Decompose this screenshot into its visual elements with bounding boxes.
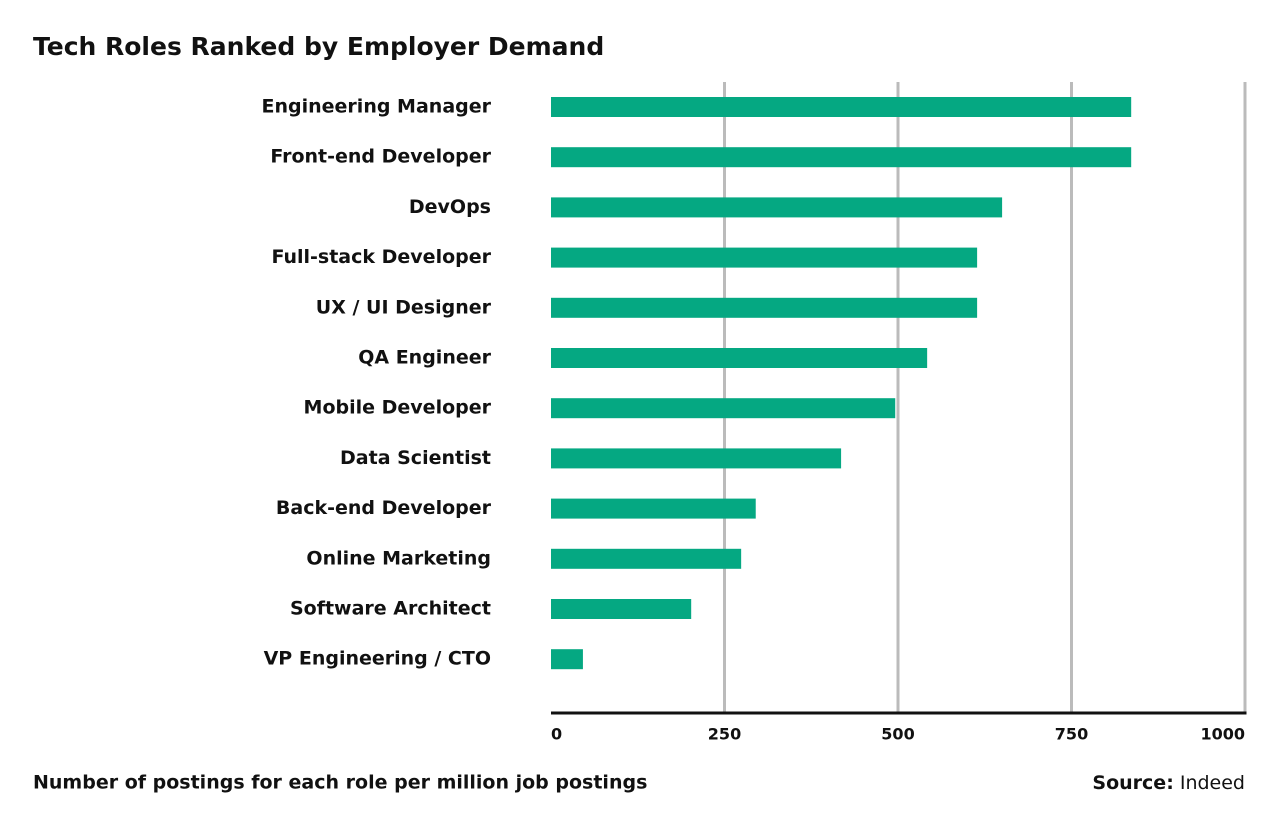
source-name: Indeed (1180, 772, 1245, 794)
x-tick-label: 250 (708, 725, 741, 744)
bar (551, 398, 896, 419)
source-label: Source: (1092, 772, 1173, 794)
y-tick-label: VP Engineering / CTO (264, 648, 491, 670)
bar (551, 147, 1132, 168)
bar (551, 649, 583, 670)
bar (551, 498, 756, 519)
y-tick-label: QA Engineer (358, 347, 491, 369)
bar (551, 97, 1132, 117)
y-tick-label: Mobile Developer (304, 397, 492, 419)
y-tick-label: DevOps (409, 196, 491, 218)
chart-title: Tech Roles Ranked by Employer Demand (33, 32, 604, 61)
y-tick-label: Data Scientist (340, 447, 491, 469)
bar (551, 348, 928, 368)
bar (551, 247, 978, 268)
x-tick-label: 1000 (1200, 725, 1245, 744)
x-tick-label: 0 (551, 725, 562, 744)
bar (551, 599, 692, 619)
bar (551, 197, 1003, 218)
bar (551, 448, 842, 469)
bar (551, 297, 978, 318)
y-tick-label: Full-stack Developer (271, 246, 491, 268)
y-tick-label: Software Architect (290, 598, 491, 620)
x-tick-label: 500 (881, 725, 914, 744)
y-tick-label: Front-end Developer (270, 146, 491, 168)
x-axis-title: Number of postings for each role per mil… (33, 772, 647, 794)
y-tick-label: Engineering Manager (262, 96, 492, 118)
y-tick-label: Online Marketing (306, 547, 491, 569)
source: Source: Indeed (1092, 772, 1245, 794)
y-tick-label: Back-end Developer (276, 497, 492, 519)
bar (551, 548, 742, 569)
y-tick-label: UX / UI Designer (316, 296, 492, 318)
x-tick-label: 750 (1055, 725, 1088, 744)
